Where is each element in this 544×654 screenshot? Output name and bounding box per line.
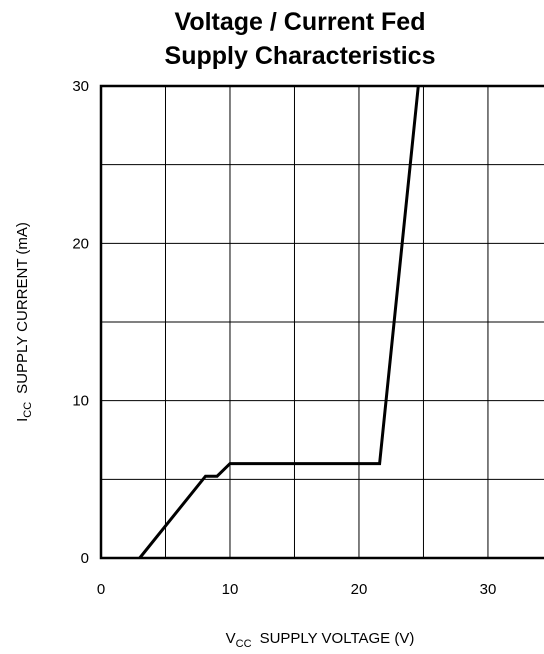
chart-title-line-1: Voltage / Current Fed	[175, 8, 426, 36]
y-axis-label-subscript: CC	[22, 402, 34, 418]
series-line-0	[138, 85, 420, 559]
y-axis-label-text: SUPPLY CURRENT (mA)	[14, 222, 31, 394]
y-axis-label-prefix: I	[14, 418, 31, 422]
x-tick-label-3: 30	[480, 581, 497, 598]
chart-title-line-2: Supply Characteristics	[165, 42, 436, 70]
x-axis-label-subscript: CC	[236, 638, 252, 650]
grid	[100, 85, 544, 559]
y-tick-label-2: 20	[72, 235, 89, 252]
y-tick-label-3: 30	[72, 78, 89, 95]
plot-frame	[99, 84, 544, 560]
series	[138, 85, 420, 559]
x-tick-label-0: 0	[97, 581, 105, 598]
x-axis-label-prefix: V	[226, 630, 236, 647]
x-tick-label-2: 20	[351, 581, 368, 598]
x-axis-label-text: SUPPLY VOLTAGE (V)	[260, 630, 415, 647]
tick-labels: 0 10 20 30 0 10 20 30	[72, 78, 496, 598]
y-tick-label-0: 0	[81, 550, 89, 567]
y-tick-label-1: 10	[72, 393, 89, 410]
x-axis-label: VCC SUPPLY VOLTAGE (V)	[226, 630, 415, 650]
y-axis-label: ICC SUPPLY CURRENT (mA)	[14, 222, 34, 422]
x-tick-label-1: 10	[222, 581, 239, 598]
